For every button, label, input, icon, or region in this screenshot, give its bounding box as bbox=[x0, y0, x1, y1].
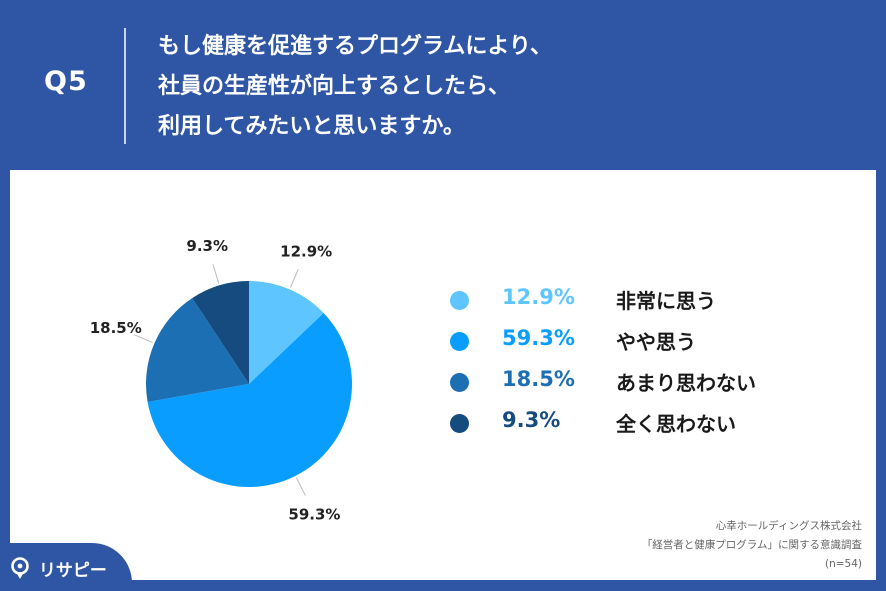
legend-value: 59.3% bbox=[502, 326, 575, 350]
legend-value: 9.3% bbox=[502, 408, 561, 432]
leader-line bbox=[133, 334, 153, 344]
legend-dot bbox=[450, 373, 469, 392]
header-divider bbox=[124, 28, 126, 144]
pie-slice bbox=[192, 281, 249, 384]
source-sample-size: (n=54) bbox=[824, 558, 862, 570]
leader-line bbox=[295, 477, 306, 496]
legend-item: 59.3% やや思う bbox=[450, 321, 780, 362]
legend-dot bbox=[450, 291, 469, 310]
chart-panel: 12.9% 59.3% 18.5% 9.3% 12.9% 非常に思う 59.3% やや… bbox=[10, 170, 876, 580]
brand-logo: リサピー bbox=[10, 556, 107, 582]
header: Q5 もし健康を促進するプログラムにより、 社員の生産性が向上するとしたら、 利… bbox=[0, 0, 886, 170]
question-line-2: 社員の生産性が向上するとしたら、 bbox=[158, 74, 511, 99]
leader-line bbox=[289, 268, 299, 288]
question-number: Q5 bbox=[44, 66, 88, 97]
pie-slice bbox=[146, 298, 249, 403]
source-company: 心幸ホールディングス株式会社 bbox=[715, 520, 862, 532]
legend-item: 12.9% 非常に思う bbox=[450, 280, 780, 321]
leader-line bbox=[212, 264, 220, 284]
legend-label: あまり思わない bbox=[616, 371, 756, 395]
logo-tab bbox=[0, 543, 132, 591]
pie-slice bbox=[249, 281, 324, 384]
legend-dot bbox=[450, 332, 469, 351]
source-survey: 「経営者と健康プログラム」に関する意識調査 bbox=[641, 539, 862, 551]
legend-dot bbox=[450, 414, 469, 433]
pie-chart: 12.9% 59.3% 18.5% 9.3% bbox=[90, 237, 352, 523]
slice-label: 59.3% bbox=[288, 505, 340, 523]
legend-item: 9.3% 全く思わない bbox=[450, 403, 780, 444]
legend-value: 12.9% bbox=[502, 285, 575, 309]
legend-label: 非常に思う bbox=[616, 289, 716, 313]
location-pin-icon bbox=[11, 556, 29, 579]
question-text: もし健康を促進するプログラムにより、 社員の生産性が向上するとしたら、 利用して… bbox=[158, 27, 552, 147]
legend: 12.9% 非常に思う 59.3% やや思う 18.5% あまり思わない 9.3… bbox=[450, 280, 780, 444]
slice-label: 18.5% bbox=[90, 319, 142, 337]
legend-label: 全く思わない bbox=[616, 412, 736, 436]
pie-slice bbox=[147, 313, 352, 487]
source-note: 心幸ホールディングス株式会社 「経営者と健康プログラム」に関する意識調査 (n=… bbox=[642, 517, 862, 574]
legend-value: 18.5% bbox=[502, 367, 575, 391]
slice-label: 9.3% bbox=[186, 237, 228, 255]
legend-item: 18.5% あまり思わない bbox=[450, 362, 780, 403]
question-line-3: 利用してみたいと思いますか。 bbox=[158, 114, 465, 139]
logo-text: リサピー bbox=[38, 561, 107, 581]
question-line-1: もし健康を促進するプログラムにより、 bbox=[158, 34, 553, 59]
legend-label: やや思う bbox=[616, 330, 696, 354]
slice-label: 12.9% bbox=[280, 243, 332, 261]
